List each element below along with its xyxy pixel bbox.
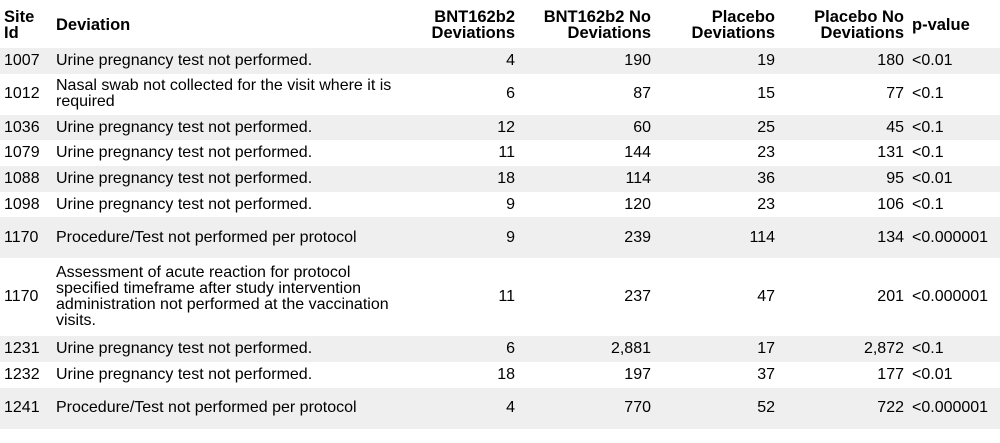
table-header: Site Id Deviation BNT162b2 Deviations BN…: [0, 0, 1000, 48]
bnt-no-deviations-cell: 120: [519, 191, 655, 218]
bnt-deviations-cell: 18: [408, 166, 519, 192]
p-value-cell: <0.000001: [908, 258, 1000, 337]
placebo-no-deviations-cell: 177: [779, 362, 908, 388]
placebo-deviations-cell: 23: [655, 140, 779, 167]
p-value-cell: <0.01: [908, 166, 1000, 192]
p-value-cell: <0.1: [908, 336, 1000, 363]
header-placebo-deviations: Placebo Deviations: [691, 8, 775, 42]
bnt-no-deviations-cell: 2,881: [519, 336, 655, 363]
site-id-cell: 1170: [0, 217, 52, 259]
deviations-table: Site Id Deviation BNT162b2 Deviations BN…: [0, 0, 1000, 429]
table-row: 1232 Urine pregnancy test not performed. 1…: [0, 362, 1000, 388]
bnt-deviations-cell: 6: [408, 73, 519, 115]
site-id-cell: 1231: [0, 336, 52, 363]
bnt-no-deviations-cell: 770: [519, 387, 655, 429]
p-value-cell: <0.1: [908, 191, 1000, 218]
placebo-deviations-cell: 114: [655, 217, 779, 259]
table-row: 1088 Urine pregnancy test not performed. 1…: [0, 166, 1000, 192]
header-site-id: Site Id: [4, 8, 35, 42]
site-id-cell: 1012: [0, 73, 52, 115]
placebo-no-deviations-cell: 201: [779, 258, 908, 337]
bnt-deviations-cell: 4: [408, 48, 519, 74]
site-id-cell: 1007: [0, 48, 52, 74]
bnt-no-deviations-cell: 114: [519, 166, 655, 192]
site-id-cell: 1170: [0, 258, 52, 337]
placebo-deviations-cell: 15: [655, 73, 779, 115]
header-placebo-no-deviations: Placebo No Deviations: [814, 8, 904, 42]
bnt-no-deviations-cell: 237: [519, 258, 655, 337]
bnt-no-deviations-cell: 144: [519, 140, 655, 167]
p-value-cell: <0.1: [908, 73, 1000, 115]
deviation-cell: Urine pregnancy test not performed.: [52, 191, 408, 218]
placebo-no-deviations-cell: 180: [779, 48, 908, 74]
placebo-no-deviations-cell: 95: [779, 166, 908, 192]
deviation-cell: Urine pregnancy test not performed.: [52, 166, 408, 192]
deviation-cell: Procedure/Test not performed per protoco…: [52, 387, 408, 429]
placebo-deviations-cell: 52: [655, 387, 779, 429]
deviation-cell: Urine pregnancy test not performed.: [52, 336, 408, 363]
table-row: 1012 Nasal swab not collected for the vis…: [0, 73, 1000, 115]
deviation-cell: Nasal swab not collected for the visit w…: [52, 73, 408, 115]
placebo-deviations-cell: 17: [655, 336, 779, 363]
deviation-cell: Urine pregnancy test not performed.: [52, 48, 408, 74]
table-row: 1079 Urine pregnancy test not performed. 1…: [0, 140, 1000, 167]
bnt-no-deviations-cell: 190: [519, 48, 655, 74]
site-id-cell: 1241: [0, 387, 52, 429]
placebo-no-deviations-cell: 77: [779, 73, 908, 115]
bnt-no-deviations-cell: 60: [519, 114, 655, 141]
placebo-deviations-cell: 37: [655, 362, 779, 388]
deviation-cell: Urine pregnancy test not performed.: [52, 362, 408, 388]
placebo-no-deviations-cell: 106: [779, 191, 908, 218]
placebo-no-deviations-cell: 134: [779, 217, 908, 259]
deviation-cell: Assessment of acute reaction for protoco…: [52, 258, 408, 337]
header-bnt-deviations: BNT162b2 Deviations: [431, 8, 515, 42]
placebo-no-deviations-cell: 722: [779, 387, 908, 429]
site-id-cell: 1036: [0, 114, 52, 141]
bnt-deviations-cell: 11: [408, 140, 519, 167]
table-row: 1007 Urine pregnancy test not performed. 4…: [0, 48, 1000, 74]
bnt-deviations-cell: 4: [408, 387, 519, 429]
site-id-cell: 1232: [0, 362, 52, 388]
bnt-deviations-cell: 11: [408, 258, 519, 337]
placebo-no-deviations-cell: 45: [779, 114, 908, 141]
header-bnt-no-deviations: BNT162b2 No Deviations: [543, 8, 651, 42]
bnt-no-deviations-cell: 239: [519, 217, 655, 259]
header-deviation: Deviation: [56, 16, 131, 34]
table-row: 1170 Assessment of acute reaction for pro…: [0, 258, 1000, 337]
bnt-no-deviations-cell: 197: [519, 362, 655, 388]
table-row: 1036 Urine pregnancy test not performed. 1…: [0, 114, 1000, 141]
header-row: Site Id Deviation BNT162b2 Deviations BN…: [0, 0, 1000, 48]
p-value-cell: <0.000001: [908, 387, 1000, 429]
site-id-cell: 1098: [0, 191, 52, 218]
header-p-value: p-value: [912, 16, 970, 34]
placebo-no-deviations-cell: 2,872: [779, 336, 908, 363]
table-row: 1231 Urine pregnancy test not performed. 6…: [0, 336, 1000, 363]
bnt-deviations-cell: 9: [408, 217, 519, 259]
placebo-deviations-cell: 36: [655, 166, 779, 192]
p-value-cell: <0.000001: [908, 217, 1000, 259]
p-value-cell: <0.01: [908, 362, 1000, 388]
table-row: 1098 Urine pregnancy test not performed. 9…: [0, 191, 1000, 218]
bnt-no-deviations-cell: 87: [519, 73, 655, 115]
placebo-deviations-cell: 23: [655, 191, 779, 218]
site-id-cell: 1088: [0, 166, 52, 192]
bnt-deviations-cell: 18: [408, 362, 519, 388]
placebo-deviations-cell: 47: [655, 258, 779, 337]
bnt-deviations-cell: 6: [408, 336, 519, 363]
bnt-deviations-cell: 9: [408, 191, 519, 218]
p-value-cell: <0.1: [908, 140, 1000, 167]
table-row: 1170 Procedure/Test not performed per pro…: [0, 217, 1000, 259]
bnt-deviations-cell: 12: [408, 114, 519, 141]
deviation-cell: Urine pregnancy test not performed.: [52, 140, 408, 167]
table-body: 1007 Urine pregnancy test not performed. 4…: [0, 48, 1000, 429]
placebo-deviations-cell: 19: [655, 48, 779, 74]
p-value-cell: <0.1: [908, 114, 1000, 141]
p-value-cell: <0.01: [908, 48, 1000, 74]
placebo-deviations-cell: 25: [655, 114, 779, 141]
site-id-cell: 1079: [0, 140, 52, 167]
table-row: 1241 Procedure/Test not performed per pro…: [0, 387, 1000, 429]
placebo-no-deviations-cell: 131: [779, 140, 908, 167]
deviation-cell: Urine pregnancy test not performed.: [52, 114, 408, 141]
deviation-cell: Procedure/Test not performed per protoco…: [52, 217, 408, 259]
